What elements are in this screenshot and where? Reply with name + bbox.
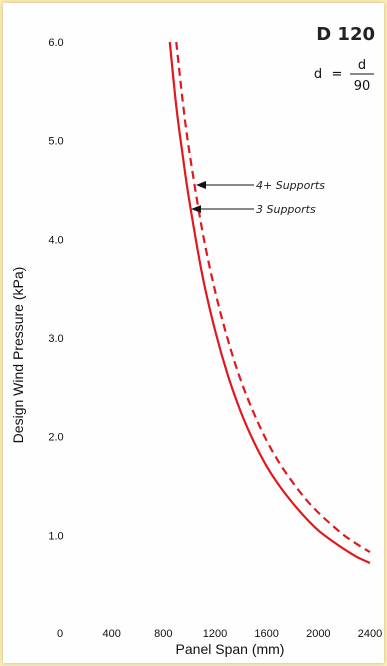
- formula-numerator: d: [358, 58, 366, 73]
- formula-denominator: 90: [354, 79, 371, 94]
- deflection-formula: d = d 90: [314, 58, 374, 94]
- x-tick-label: 800: [154, 628, 172, 640]
- series-line-3-supports: [168, 41, 371, 564]
- formula-equals: =: [332, 67, 343, 82]
- plot-panel: [3, 3, 384, 663]
- x-tick-label: 2400: [358, 628, 382, 640]
- formula-lhs: d: [314, 67, 322, 82]
- annotation-group: 4+ Supports 3 Supports: [191, 179, 325, 216]
- series-group: [168, 41, 371, 564]
- series-line-4-plus-supports: [175, 41, 371, 554]
- x-axis-title: Panel Span (mm): [176, 641, 285, 657]
- y-tick-label: 5.0: [48, 136, 63, 148]
- annotation-label: 3 Supports: [256, 203, 316, 216]
- y-tick-label: 6.0: [48, 37, 63, 49]
- annotation-label: 4+ Supports: [256, 179, 325, 192]
- panel-code: D 120: [316, 24, 375, 45]
- y-tick-label: 4.0: [48, 234, 63, 246]
- x-tick-label: 1200: [203, 628, 227, 640]
- y-tick-label: 2.0: [48, 432, 63, 444]
- x-tick-label: 400: [102, 628, 120, 640]
- x-tick-labels: 0 400 800 1200 1600 2000 2400: [57, 628, 382, 640]
- y-tick-label: 3.0: [48, 333, 63, 345]
- y-tick-labels: 1.0 2.0 3.0 4.0 5.0 6.0: [48, 37, 63, 542]
- x-tick-label: 1600: [254, 628, 278, 640]
- y-axis-title: Design Wind Pressure (kPa): [10, 267, 26, 444]
- x-tick-label: 2000: [306, 628, 330, 640]
- x-tick-label: 0: [57, 628, 63, 640]
- y-tick-label: 1.0: [48, 530, 63, 542]
